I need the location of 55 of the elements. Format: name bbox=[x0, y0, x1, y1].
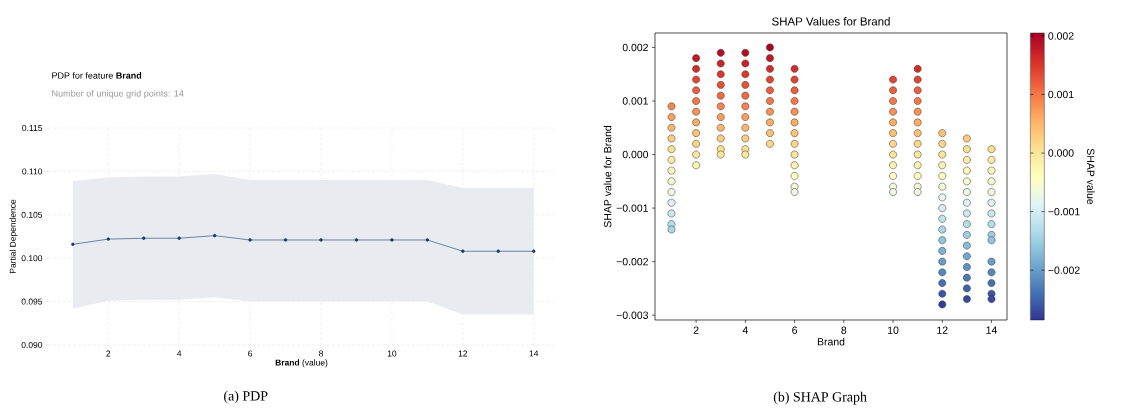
text: (b) SHAP Graph bbox=[773, 391, 867, 405]
x-tick-label: 10 bbox=[888, 326, 899, 334]
text: (a) PDP bbox=[224, 390, 268, 404]
y-tick-label: 0.110 bbox=[22, 168, 43, 175]
point bbox=[142, 236, 146, 240]
y-tick-label: −0.002 bbox=[616, 257, 648, 266]
y-tick-label: 0.115 bbox=[22, 125, 43, 131]
chart-title: SHAP Values for Brand bbox=[772, 17, 890, 26]
chart-title: PDP for feature Brand bbox=[52, 72, 142, 79]
point bbox=[71, 242, 75, 247]
point bbox=[461, 249, 465, 253]
point bbox=[354, 238, 359, 242]
y-tick-label: −0.001 bbox=[616, 204, 648, 212]
x-tick-label: 8 bbox=[841, 326, 847, 334]
y-tick-label: 0.001 bbox=[622, 97, 648, 105]
x-tick-label: 12 bbox=[458, 350, 468, 357]
x-tick-label: 6 bbox=[792, 326, 798, 334]
x-tick-label: 14 bbox=[529, 350, 539, 357]
chart-subtitle: Number of unique grid points: 14 bbox=[52, 89, 184, 99]
y-tick-label: 0.100 bbox=[21, 255, 43, 262]
point bbox=[212, 233, 217, 238]
color-bar-label: 0.002 bbox=[1048, 32, 1074, 40]
point bbox=[390, 238, 394, 242]
x-tick-label: 4 bbox=[742, 326, 748, 334]
point bbox=[532, 249, 536, 253]
y-tick-label: 0.095 bbox=[21, 298, 43, 305]
y-tick-label: 0.002 bbox=[622, 43, 648, 52]
color-bar-label: −0.001 bbox=[1048, 207, 1080, 216]
color-bar-label: 0.000 bbox=[1048, 149, 1074, 157]
color-bar-label: 0.001 bbox=[1048, 90, 1074, 99]
x-tick-label: 4 bbox=[177, 350, 182, 357]
x-tick-label: 2 bbox=[693, 326, 699, 334]
point bbox=[425, 238, 430, 242]
x-tick-label: 14 bbox=[986, 326, 997, 334]
y-tick-label: 0.090 bbox=[21, 342, 43, 348]
y-tick-label: 0.000 bbox=[622, 150, 649, 159]
point bbox=[106, 237, 110, 241]
x-axis-title: Brand bbox=[817, 337, 845, 346]
point bbox=[248, 238, 252, 242]
x-tick-label: 10 bbox=[387, 350, 397, 357]
x-tick-label: 8 bbox=[319, 350, 323, 357]
point bbox=[177, 236, 181, 240]
y-tick-label: 0.105 bbox=[21, 211, 43, 218]
y-axis-title: Partial Dependence bbox=[9, 199, 18, 273]
x-tick-label: 6 bbox=[248, 350, 253, 357]
x-tick-label: 2 bbox=[106, 350, 111, 357]
point bbox=[319, 238, 323, 242]
color-bar-title: SHAP value bbox=[1087, 148, 1095, 205]
y-axis-title: SHAP value for Brand bbox=[603, 126, 612, 228]
x-axis-title: Brand (value) bbox=[275, 359, 328, 368]
point bbox=[283, 238, 288, 242]
point bbox=[496, 249, 500, 253]
y-tick-label: −0.003 bbox=[616, 311, 649, 319]
x-tick-label: 12 bbox=[937, 326, 948, 334]
color-bar-label: −0.002 bbox=[1048, 266, 1080, 274]
